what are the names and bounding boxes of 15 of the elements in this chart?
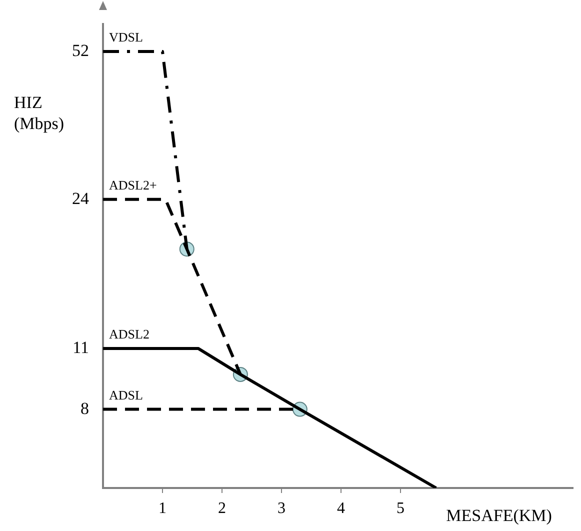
series-label: ADSL2 bbox=[109, 326, 150, 342]
x-tick-label: 2 bbox=[218, 500, 226, 517]
x-axis-title: MESAFE(KM) bbox=[446, 506, 552, 525]
x-tick-label: 4 bbox=[336, 500, 345, 517]
series-label: VDSL bbox=[109, 30, 144, 45]
x-tick-label: 5 bbox=[396, 500, 404, 517]
y-tick-label: 24 bbox=[72, 188, 90, 208]
x-tick-label: 1 bbox=[158, 500, 166, 517]
y-tick-label: 11 bbox=[72, 338, 89, 357]
y-tick-label: 8 bbox=[80, 398, 89, 418]
y-tick-label: 52 bbox=[72, 41, 89, 60]
series-label: ADSL2+ bbox=[109, 177, 157, 192]
x-tick-label: 3 bbox=[277, 500, 286, 517]
y-axis-title: HIZ (Mbps) bbox=[14, 93, 64, 133]
series-label: ADSL bbox=[109, 387, 144, 402]
